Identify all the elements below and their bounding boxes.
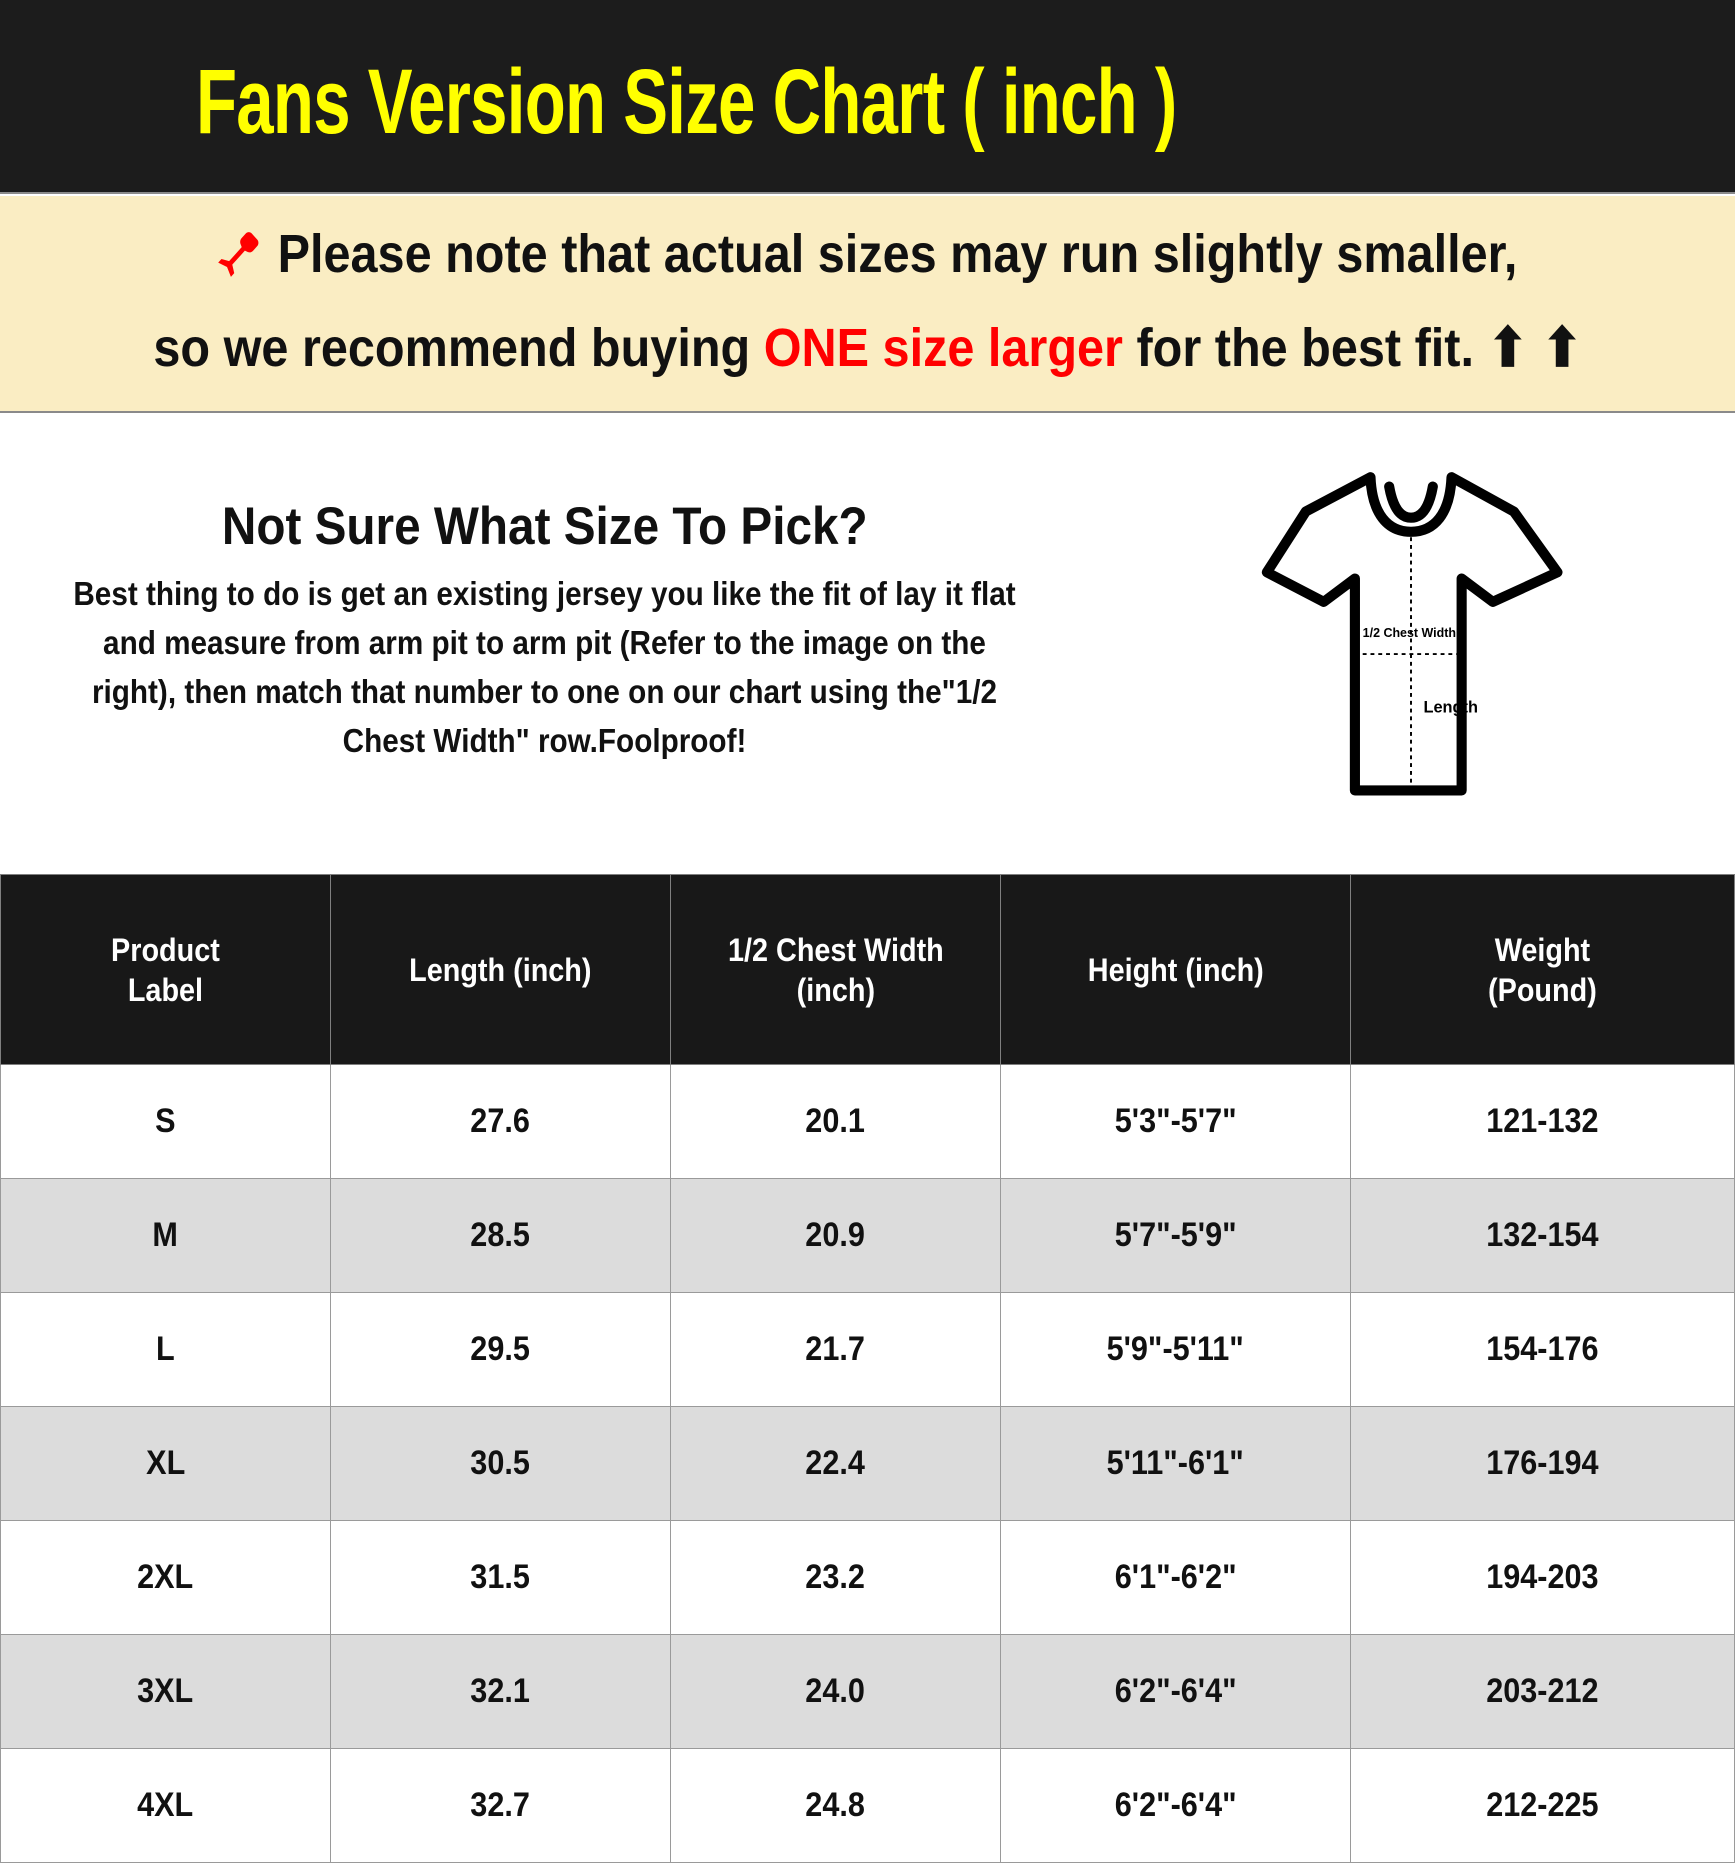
svg-text:1/2 Chest Width: 1/2 Chest Width <box>1363 626 1456 640</box>
svg-text:Length: Length <box>1423 699 1478 717</box>
